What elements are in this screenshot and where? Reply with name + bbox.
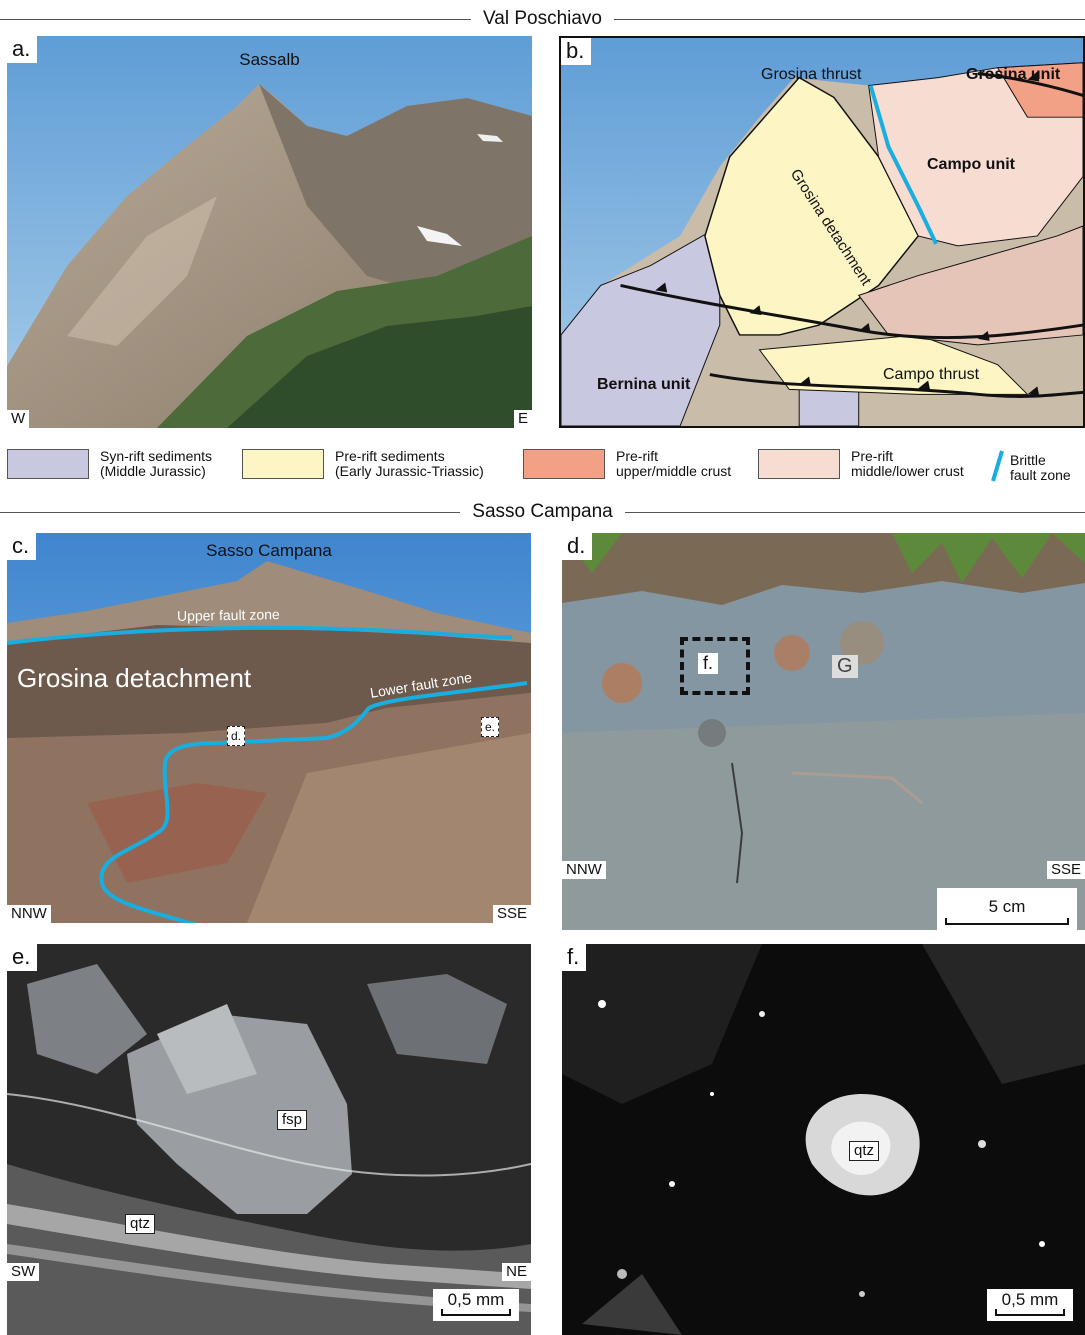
panel-f-thin-section: f. qtz 0,5 mm: [562, 944, 1085, 1335]
direction-label-nnw: NNW: [562, 861, 606, 879]
sasso-campana-landscape: [7, 533, 531, 923]
legend-item-brittle-fault: Brittle fault zone: [990, 449, 1071, 485]
scale-bar: 0,5 mm: [987, 1289, 1073, 1321]
legend-text: fault zone: [1010, 467, 1071, 483]
scale-bar-line: [945, 918, 1069, 925]
legend-text: Syn-rift sediments: [100, 448, 213, 464]
legend-item-upper-crust: Pre-rift upper/middle crust: [523, 449, 731, 485]
scale-bar: 5 cm: [937, 888, 1077, 930]
direction-label-w: W: [7, 410, 30, 428]
panel-b-interpretation: b. Grosina thrust Grosina unit Grosina d…: [559, 36, 1085, 428]
panel-label: b.: [561, 38, 592, 65]
legend-text: middle/lower crust: [851, 463, 964, 479]
peak-label: Sassalb: [239, 50, 300, 69]
legend-text: Pre-rift: [851, 448, 893, 464]
panel-e-thin-section: e. fsp qtz SW NE 0,5 mm: [7, 944, 531, 1335]
marker-f: f.: [698, 653, 719, 674]
campo-thrust-label: Campo thrust: [883, 366, 980, 383]
section-title-val-poschiavo: Val Poschiavo: [0, 6, 1085, 32]
scale-bar-line: [995, 1309, 1065, 1316]
legend-swatch: [523, 449, 605, 479]
feldspar-label: fsp: [277, 1110, 308, 1130]
legend-text: Pre-rift sediments: [335, 448, 445, 464]
legend-swatch: [758, 449, 840, 479]
legend-text: upper/middle crust: [616, 463, 732, 479]
fault-rock-outcrop: [562, 533, 1085, 930]
scale-bar: 0,5 mm: [433, 1289, 519, 1321]
legend-item-pre-rift-sediments: Pre-rift sediments (Early Jurassic-Triass…: [242, 449, 484, 485]
quartz-label: qtz: [849, 1141, 880, 1161]
campo-unit-label: Campo unit: [927, 156, 1015, 173]
scale-bar-label: 0,5 mm: [1001, 1290, 1059, 1309]
direction-label-ne: NE: [502, 1263, 531, 1281]
divider: [624, 511, 1085, 513]
legend-swatch: [7, 449, 89, 479]
divider: [0, 18, 471, 20]
direction-label-sse: SSE: [1046, 861, 1085, 879]
inset-marker-box: [680, 637, 750, 695]
direction-label-e: E: [513, 410, 532, 428]
grosina-unit-label: Grosina unit: [966, 66, 1061, 83]
divider: [0, 511, 461, 513]
sassalb-landscape: [7, 36, 532, 428]
marker-d: d.: [227, 726, 246, 746]
divider: [614, 18, 1085, 20]
legend-text: Pre-rift: [616, 448, 658, 464]
legend-item-syn-rift: Syn-rift sediments (Middle Jurassic): [7, 449, 212, 485]
section-title-text: Val Poschiavo: [483, 8, 602, 29]
legend-text: Brittle: [1010, 452, 1046, 468]
scale-bar-line: [441, 1309, 511, 1316]
section-title-sasso-campana: Sasso Campana: [0, 499, 1085, 525]
legend-swatch: [242, 449, 324, 479]
direction-label-sse: SSE: [492, 905, 531, 923]
direction-label-sw: SW: [7, 1263, 40, 1281]
grosina-thrust-label: Grosina thrust: [761, 66, 862, 83]
bernina-unit-label: Bernina unit: [597, 376, 691, 393]
marker-e: e.: [481, 717, 500, 737]
direction-label-nnw: NNW: [7, 905, 51, 923]
geologic-sketch: [561, 38, 1083, 426]
peak-label: Sasso Campana: [206, 541, 332, 560]
scale-bar-label: 0,5 mm: [447, 1290, 505, 1309]
legend-text: (Middle Jurassic): [100, 463, 206, 479]
panel-d-outcrop: d. f. G NNW SSE 5 cm: [562, 533, 1085, 930]
panel-label: f.: [562, 944, 587, 971]
upper-fault-zone-label: Upper fault zone: [176, 606, 280, 624]
panel-label: c.: [7, 533, 37, 560]
section-title-text: Sasso Campana: [472, 501, 613, 522]
panel-label: e.: [7, 944, 38, 971]
marker-g: G: [832, 655, 858, 678]
legend-item-lower-crust: Pre-rift middle/lower crust: [758, 449, 964, 485]
panel-label: d.: [562, 533, 593, 560]
panel-label: a.: [7, 36, 38, 63]
grosina-detachment-label: Grosina detachment: [17, 663, 252, 693]
panel-c-photo: c. Sasso Campana Upper fault zone Grosin…: [7, 533, 531, 923]
fault-line-icon: [991, 450, 1004, 482]
scale-bar-label: 5 cm: [988, 897, 1026, 916]
quartz-label: qtz: [125, 1214, 156, 1234]
panel-a-photo: a. Sassalb W E: [7, 36, 532, 428]
cataclasite-micrograph: [562, 944, 1085, 1335]
mylonite-micrograph: [7, 944, 531, 1335]
legend-text: (Early Jurassic-Triassic): [335, 463, 484, 479]
